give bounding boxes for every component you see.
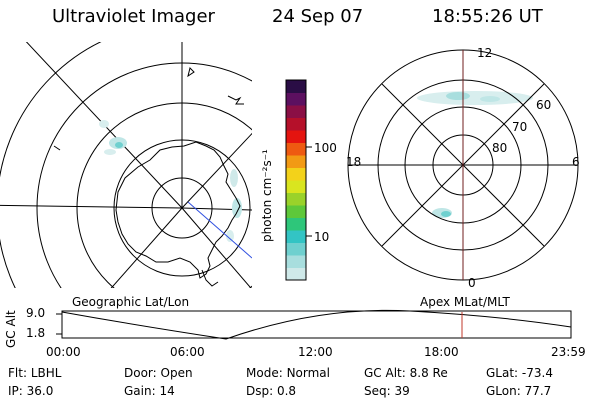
geographic-map <box>0 42 252 288</box>
status-glat: GLat: -73.4 <box>486 366 553 380</box>
instrument-title: Ultraviolet Imager <box>52 6 215 27</box>
colorbar-segment <box>286 180 306 193</box>
colorbar <box>286 80 306 281</box>
colorbar-tick-100: 100 <box>314 141 337 155</box>
colorbar-segment <box>286 130 306 143</box>
altitude-curve <box>61 309 572 340</box>
magnetic-map <box>347 49 579 281</box>
timeline-xtick-1: 06:00 <box>170 345 205 359</box>
timeline-ylabel: GC Alt <box>4 310 18 348</box>
colorbar-tick-10: 10 <box>314 230 330 244</box>
colorbar-segment <box>286 242 306 256</box>
status-flt: Flt: LBHL <box>8 366 62 380</box>
timeline-xtick-3: 18:00 <box>424 345 459 359</box>
aurora-emission-right <box>417 91 533 218</box>
aurora-emission-left <box>99 120 242 242</box>
mlt-label-12: 12 <box>477 46 493 60</box>
colorbar-segment <box>286 217 306 231</box>
colorbar-segment <box>286 142 306 156</box>
colorbar-label: photon cm⁻²s⁻¹ <box>260 149 274 242</box>
status-seq: Seq: 39 <box>364 384 410 398</box>
status-mode: Mode: Normal <box>246 366 330 380</box>
status-dsp: Dsp: 0.8 <box>246 384 297 398</box>
timeline-ytick-1: 1.8 <box>26 326 46 340</box>
colorbar-segment <box>286 267 306 281</box>
status-gain: Gain: 14 <box>124 384 175 398</box>
colorbar-segment <box>286 255 306 268</box>
status-gcalt: GC Alt: 8.8 Re <box>364 366 448 380</box>
timeline-ytick-9: 9.0 <box>26 306 46 320</box>
mlt-label-0: 0 <box>468 276 476 290</box>
antarctica-outline <box>115 141 241 279</box>
left-map-label: Geographic Lat/Lon <box>72 295 190 309</box>
observation-time: 18:55:26 UT <box>432 6 543 27</box>
colorbar-segment <box>286 105 306 118</box>
mlat-label-80: 80 <box>492 141 508 155</box>
colorbar-segment <box>286 167 306 181</box>
colorbar-segment <box>286 80 306 93</box>
colorbar-segment <box>286 92 306 106</box>
colorbar-segment <box>286 192 306 206</box>
mlt-label-18: 18 <box>346 155 362 169</box>
timeline-xtick-0: 00:00 <box>46 345 81 359</box>
right-map-label: Apex MLat/MLT <box>420 295 510 309</box>
status-ip: IP: 36.0 <box>8 384 54 398</box>
timeline-xtick-2: 12:00 <box>298 345 333 359</box>
status-door: Door: Open <box>124 366 193 380</box>
status-glon: GLon: 77.7 <box>486 384 552 398</box>
altitude-timeline <box>56 309 572 340</box>
colorbar-segment <box>286 205 306 218</box>
colorbar-segment <box>286 117 306 131</box>
timeline-xtick-4: 23:59 <box>551 345 586 359</box>
mlt-label-6: 6 <box>572 155 580 169</box>
observation-date: 24 Sep 07 <box>272 6 364 27</box>
colorbar-segment <box>286 230 306 243</box>
mlat-label-60: 60 <box>536 98 552 112</box>
colorbar-segment <box>286 155 306 168</box>
mlat-label-70: 70 <box>512 120 528 134</box>
